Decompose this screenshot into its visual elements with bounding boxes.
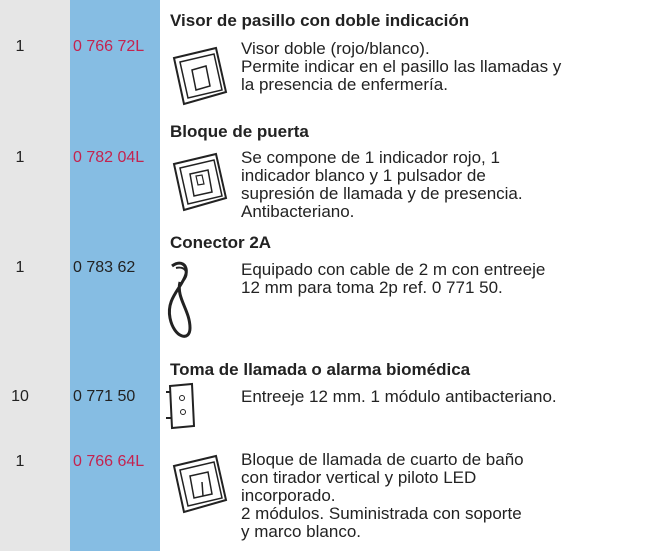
description-line: con tirador vertical y piloto LED	[241, 468, 477, 487]
quantity: 1	[15, 38, 25, 55]
quantity-column	[0, 0, 70, 551]
item-title: Bloque de puerta	[170, 122, 309, 141]
description-line: la presencia de enfermería.	[241, 75, 448, 94]
icon-visor	[172, 46, 228, 106]
description-line: Bloque de llamada de cuarto de baño	[241, 450, 524, 469]
reference: 0 783 62	[73, 259, 136, 276]
description-line: Entreeje 12 mm. 1 módulo antibacteriano.	[241, 387, 557, 406]
description-line: Visor doble (rojo/blanco).	[241, 39, 430, 58]
item-title: Visor de pasillo con doble indicación	[170, 11, 470, 30]
description-line: Equipado con cable de 2 m con entreeje	[241, 260, 546, 279]
quantity: 1	[15, 149, 25, 166]
item-title: Toma de llamada o alarma biomédica	[170, 360, 471, 379]
quantity: 1	[15, 453, 25, 470]
quantity: 1	[15, 259, 25, 276]
description-line: Antibacteriano.	[241, 202, 355, 221]
icon-bano	[172, 454, 228, 514]
item-title: Conector 2A	[170, 233, 272, 252]
reference: 0 782 04L	[73, 149, 145, 166]
reference: 0 766 72L	[73, 38, 145, 55]
description-line: supresión de llamada y de presencia.	[241, 184, 523, 203]
icon-bloque	[172, 152, 228, 212]
description-line: incorporado.	[241, 486, 336, 505]
icon-toma	[166, 382, 196, 430]
reference: 0 771 50	[73, 388, 136, 405]
description-line: Se compone de 1 indicador rojo, 1	[241, 148, 500, 167]
description-line: 12 mm para toma 2p ref. 0 771 50.	[241, 278, 503, 297]
description-line: indicador blanco y 1 pulsador de	[241, 166, 486, 185]
reference-column	[70, 0, 160, 551]
description-line: 2 módulos. Suministrada con soporte	[241, 504, 522, 523]
icon-conector	[167, 261, 192, 338]
quantity: 10	[11, 388, 29, 405]
description-line: Permite indicar en el pasillo las llamad…	[241, 57, 562, 76]
reference: 0 766 64L	[73, 453, 145, 470]
description-line: y marco blanco.	[241, 522, 361, 541]
